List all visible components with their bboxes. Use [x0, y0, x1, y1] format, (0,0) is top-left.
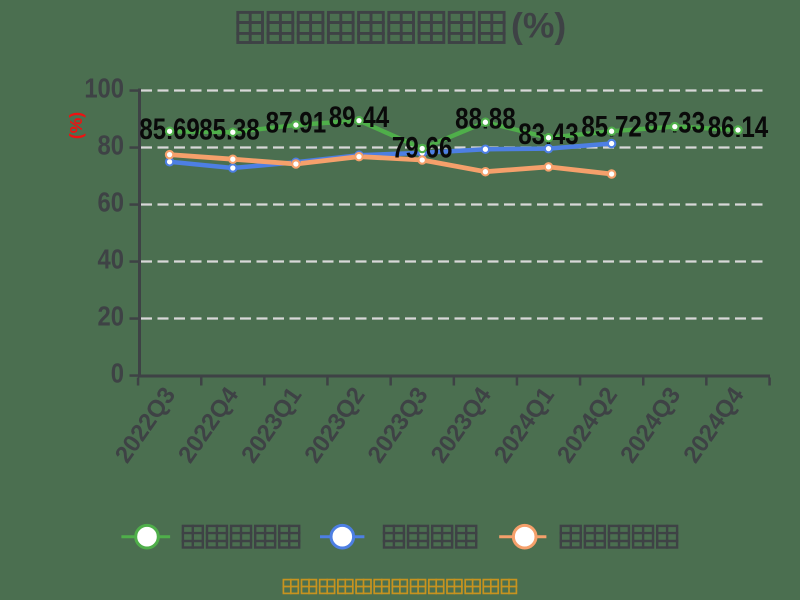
- svg-text:(%): (%): [66, 112, 86, 139]
- svg-text:20: 20: [98, 300, 124, 332]
- svg-text:60: 60: [98, 186, 124, 218]
- svg-text:80: 80: [98, 129, 124, 161]
- svg-text:40: 40: [98, 243, 124, 275]
- svg-text:0: 0: [111, 357, 124, 389]
- svg-text:100: 100: [84, 72, 124, 104]
- svg-text:(%): (%): [511, 6, 566, 46]
